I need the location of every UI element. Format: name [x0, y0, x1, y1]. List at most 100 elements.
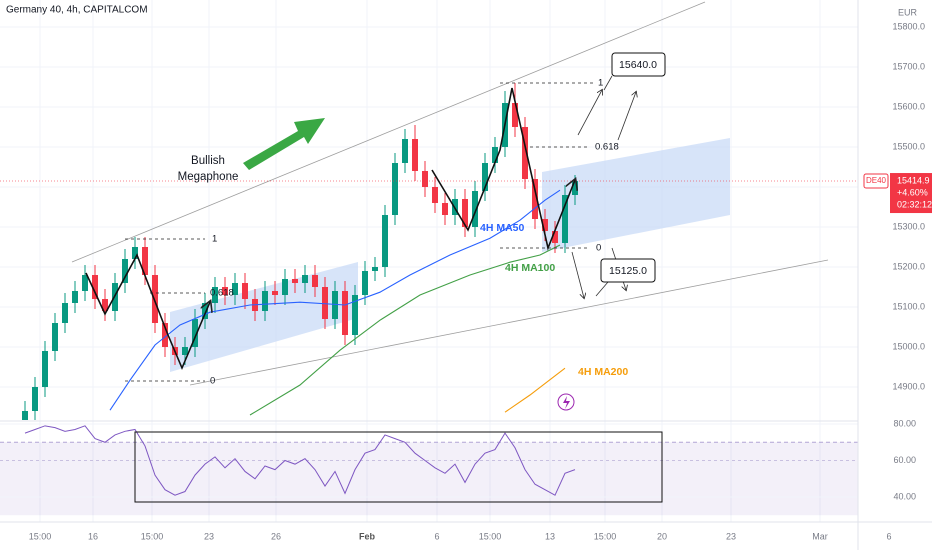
y-tick-label: 15700.0	[892, 61, 925, 71]
candle-body	[462, 199, 468, 227]
candle-body	[342, 291, 348, 335]
ma-label: 4H MA100	[505, 262, 555, 274]
candle-body	[282, 279, 288, 295]
x-tick-label: Mar	[812, 531, 828, 541]
candle-body	[482, 163, 488, 191]
x-tick-label: 23	[726, 531, 736, 541]
y-tick-label: 15200.0	[892, 261, 925, 271]
fib-lines	[125, 82, 595, 382]
zigzag	[85, 253, 210, 371]
x-tick-label: Feb	[359, 531, 376, 541]
ma-label: 4H MA200	[578, 366, 628, 378]
rsi-pane	[0, 423, 858, 516]
candle-body	[222, 287, 228, 295]
candle-body	[492, 147, 498, 163]
event-icon-bolt	[563, 396, 570, 409]
candle-body	[472, 191, 478, 227]
price-pane	[0, 83, 858, 420]
candle-body	[312, 275, 318, 287]
rsi-box	[134, 431, 663, 503]
candle-body	[52, 323, 58, 351]
candle-body	[82, 275, 88, 291]
y-tick-label: 15000.0	[892, 341, 925, 351]
x-tick-label: 23	[204, 531, 214, 541]
moving-average	[504, 367, 566, 413]
ma-label: 4H MA50	[480, 222, 525, 234]
fib-label: 0	[596, 243, 601, 254]
candle-body	[442, 203, 448, 215]
x-tick-label: 15:00	[479, 531, 502, 541]
candle-body	[72, 291, 78, 303]
currency: EUR	[898, 7, 918, 17]
channel	[542, 138, 730, 252]
candle-body	[332, 291, 338, 319]
zigzag	[431, 87, 575, 251]
grid	[0, 0, 858, 522]
fib-label: 1	[598, 78, 603, 89]
rsi-tick-label: 80.00	[893, 418, 916, 428]
candle-body	[22, 411, 28, 420]
candle-body	[182, 347, 188, 355]
x-tick-label: 16	[88, 531, 98, 541]
fib-label: 0	[210, 376, 215, 387]
moving-average	[249, 244, 561, 416]
fib-label: 1	[212, 234, 217, 245]
candle-body	[202, 303, 208, 319]
candle-body	[562, 195, 568, 243]
candle-body	[162, 323, 168, 347]
candle-body	[402, 139, 408, 163]
x-tick-label: 13	[545, 531, 555, 541]
x-tick-label: 20	[657, 531, 667, 541]
trend-line	[71, 1, 706, 263]
candle-body	[522, 127, 528, 179]
x-tick-label: 15:00	[594, 531, 617, 541]
moving-average	[109, 189, 561, 411]
x-tick-label: 6	[886, 531, 891, 541]
candle-body	[352, 295, 358, 335]
last-price-label: 15414.9	[897, 175, 930, 185]
y-tick-label: 15500.0	[892, 141, 925, 151]
x-tick-label: 6	[434, 531, 439, 541]
symbol-label: DE40	[866, 176, 887, 185]
candle-body	[362, 271, 368, 295]
candle-body	[302, 275, 308, 283]
pattern-label: Megaphone	[178, 171, 239, 183]
candle-body	[142, 247, 148, 275]
candle-body	[32, 387, 38, 411]
x-tick-label: 26	[271, 531, 281, 541]
channel	[170, 262, 358, 372]
candle-body	[42, 351, 48, 387]
y-tick-label: 15100.0	[892, 301, 925, 311]
price-tag	[890, 173, 932, 214]
candle-body	[102, 299, 108, 311]
candle-body	[262, 291, 268, 311]
candle-body	[412, 139, 418, 171]
chart-title: Germany 40, 4h, CAPITALCOM	[6, 5, 148, 16]
target-label: 15640.0	[619, 59, 657, 71]
trend-line	[189, 259, 829, 386]
candle-body	[532, 179, 538, 219]
bullish-arrow	[243, 118, 325, 170]
candle-body	[512, 103, 518, 127]
candle-body	[292, 279, 298, 283]
y-tick-label: 15800.0	[892, 21, 925, 31]
candle-body	[272, 291, 278, 295]
candle-body	[132, 247, 138, 259]
candle-body	[322, 287, 328, 319]
target-box	[600, 258, 656, 283]
change-label: +4.60%	[897, 187, 928, 197]
candle-body	[192, 319, 198, 347]
candle-body	[122, 259, 128, 283]
candle-body	[422, 171, 428, 187]
pattern-label: Bullish	[191, 155, 225, 167]
y-tick-label: 15600.0	[892, 101, 925, 111]
candle-body	[432, 187, 438, 203]
candle-body	[232, 283, 238, 295]
candle-body	[552, 231, 558, 243]
candle-body	[382, 215, 388, 267]
rsi-line	[24, 425, 576, 496]
candle-body	[372, 267, 378, 271]
candle-body	[152, 275, 158, 323]
